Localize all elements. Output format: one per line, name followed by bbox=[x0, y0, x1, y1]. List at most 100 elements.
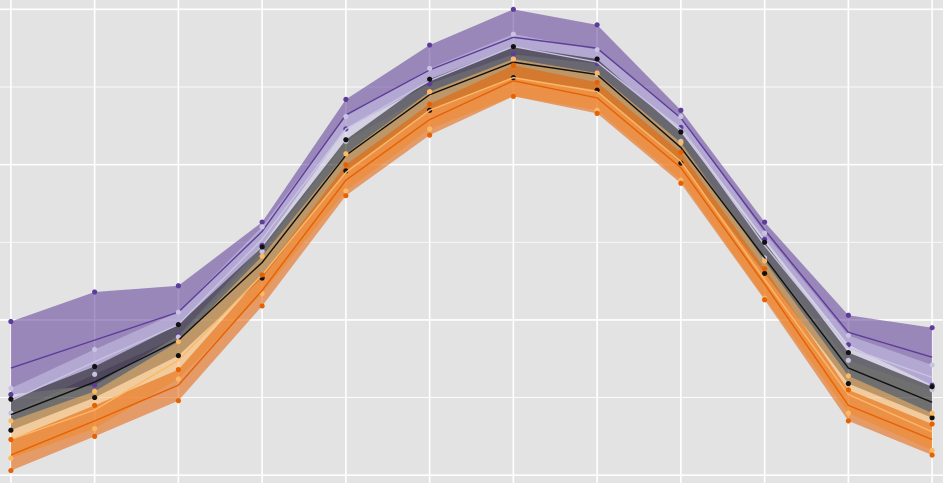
point bbox=[8, 455, 14, 461]
point bbox=[762, 270, 768, 276]
point bbox=[929, 384, 935, 390]
point bbox=[929, 421, 935, 427]
point bbox=[678, 113, 684, 120]
point bbox=[259, 244, 265, 250]
point bbox=[929, 447, 935, 453]
point bbox=[8, 436, 14, 443]
point bbox=[929, 415, 935, 421]
point bbox=[845, 381, 851, 387]
point bbox=[175, 321, 181, 328]
point bbox=[175, 376, 181, 382]
point bbox=[845, 349, 851, 356]
point bbox=[594, 70, 600, 76]
point bbox=[343, 151, 349, 157]
point bbox=[8, 418, 14, 424]
point bbox=[845, 357, 851, 363]
point bbox=[259, 303, 265, 309]
point bbox=[343, 113, 349, 120]
point bbox=[845, 418, 851, 424]
point bbox=[762, 266, 768, 272]
point bbox=[762, 297, 768, 303]
point bbox=[427, 132, 433, 138]
point bbox=[427, 89, 433, 95]
point bbox=[510, 56, 516, 62]
point bbox=[762, 239, 768, 245]
point bbox=[427, 76, 433, 82]
point bbox=[845, 332, 851, 339]
point bbox=[845, 373, 851, 379]
point bbox=[510, 51, 516, 57]
series-line bbox=[10, 76, 933, 441]
point bbox=[8, 467, 14, 474]
point bbox=[343, 162, 349, 168]
point bbox=[175, 339, 181, 345]
point bbox=[929, 325, 935, 331]
point bbox=[427, 126, 433, 132]
point bbox=[427, 101, 433, 107]
point bbox=[8, 427, 14, 433]
series-line bbox=[10, 45, 933, 402]
point bbox=[594, 79, 600, 85]
series-line bbox=[10, 61, 933, 416]
point bbox=[343, 188, 349, 194]
point bbox=[678, 107, 684, 113]
point bbox=[343, 96, 349, 102]
point bbox=[92, 363, 98, 370]
point bbox=[8, 391, 14, 398]
point bbox=[8, 385, 14, 391]
point bbox=[678, 180, 684, 186]
series-line bbox=[10, 80, 933, 456]
point bbox=[929, 362, 935, 368]
point bbox=[92, 388, 98, 394]
point bbox=[427, 65, 433, 71]
point bbox=[845, 410, 851, 416]
ribbon bbox=[10, 65, 933, 471]
point bbox=[8, 318, 14, 325]
point bbox=[259, 253, 265, 259]
point bbox=[92, 426, 98, 432]
point bbox=[510, 62, 516, 68]
point bbox=[678, 149, 684, 155]
point bbox=[929, 452, 935, 458]
point bbox=[594, 110, 600, 116]
point bbox=[92, 433, 98, 440]
point bbox=[92, 394, 98, 401]
point bbox=[92, 346, 98, 353]
point bbox=[343, 193, 349, 199]
point bbox=[510, 31, 516, 37]
point bbox=[259, 248, 265, 255]
point bbox=[845, 312, 851, 318]
point bbox=[678, 140, 684, 146]
point bbox=[427, 81, 433, 87]
point bbox=[92, 371, 98, 377]
point bbox=[929, 410, 935, 416]
point bbox=[8, 396, 14, 402]
point bbox=[259, 219, 265, 225]
point bbox=[343, 137, 349, 143]
point bbox=[762, 258, 768, 264]
point bbox=[678, 129, 684, 135]
point bbox=[8, 410, 14, 416]
point bbox=[762, 230, 768, 236]
point bbox=[510, 6, 516, 12]
point bbox=[92, 289, 98, 295]
point bbox=[175, 398, 181, 404]
point bbox=[510, 93, 516, 99]
point bbox=[594, 47, 600, 53]
point bbox=[427, 42, 433, 48]
point bbox=[175, 367, 181, 373]
point bbox=[92, 382, 98, 388]
point bbox=[762, 219, 768, 225]
point bbox=[175, 309, 181, 315]
series-line bbox=[10, 36, 933, 369]
point bbox=[845, 387, 851, 393]
point bbox=[594, 22, 600, 28]
point bbox=[175, 353, 181, 359]
point bbox=[510, 43, 516, 50]
point bbox=[259, 224, 265, 230]
point bbox=[92, 402, 98, 408]
point bbox=[175, 283, 181, 289]
point bbox=[594, 56, 600, 62]
